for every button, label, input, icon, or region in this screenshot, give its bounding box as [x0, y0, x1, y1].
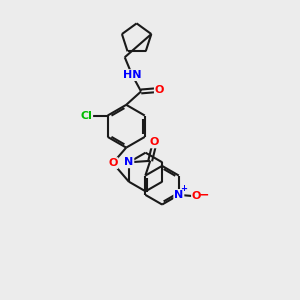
- Text: +: +: [180, 184, 188, 194]
- Text: HN: HN: [123, 70, 141, 80]
- Text: O: O: [150, 137, 159, 147]
- Text: −: −: [199, 188, 209, 201]
- Text: N: N: [174, 190, 184, 200]
- Text: O: O: [155, 85, 164, 95]
- Text: Cl: Cl: [80, 110, 92, 121]
- Text: N: N: [124, 157, 134, 167]
- Text: O: O: [192, 191, 201, 201]
- Text: O: O: [108, 158, 118, 168]
